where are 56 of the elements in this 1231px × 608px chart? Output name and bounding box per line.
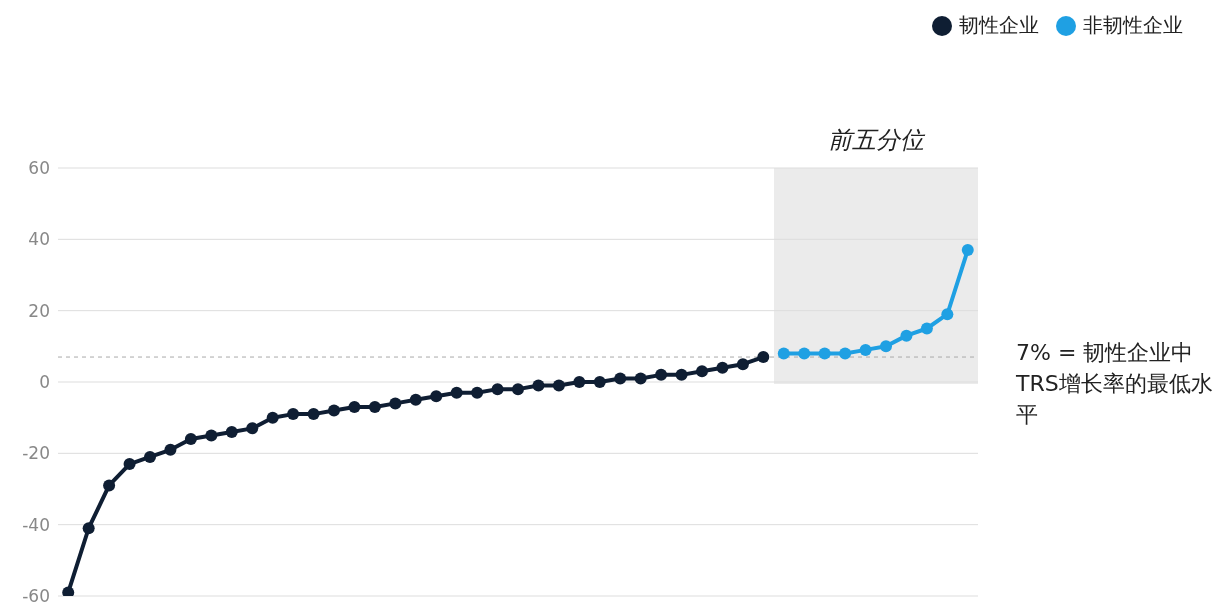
point [961, 244, 974, 257]
legend-label: 非韧性企业 [1083, 12, 1183, 39]
point [859, 343, 872, 356]
ref-line-label: 7% = 韧性企业中TRS增长率的最低水平 [1016, 338, 1214, 429]
legend-label: 韧性企业 [959, 12, 1039, 39]
point [880, 340, 892, 353]
point [614, 372, 627, 385]
point [512, 383, 524, 396]
point [103, 479, 116, 492]
point [62, 586, 75, 596]
point [82, 522, 95, 535]
point [164, 443, 177, 456]
point [573, 376, 586, 388]
point [389, 397, 402, 410]
point [818, 347, 831, 360]
point [552, 379, 565, 392]
y-tick-label: 0 [39, 372, 50, 393]
text: 前五分位 [826, 125, 926, 156]
point [348, 400, 361, 413]
point [736, 358, 749, 371]
point [225, 425, 238, 438]
point [328, 404, 340, 417]
point [900, 329, 913, 342]
y-tick-label: -60 [22, 586, 50, 607]
point [920, 322, 933, 335]
point [675, 368, 688, 381]
point [941, 308, 954, 321]
y-tick-label: -20 [22, 443, 50, 464]
point [307, 408, 320, 421]
point [287, 408, 300, 421]
point [144, 450, 156, 463]
point [655, 368, 668, 381]
point [532, 379, 545, 392]
point [471, 386, 484, 399]
y-tick-label: 40 [28, 229, 50, 250]
point [266, 411, 279, 424]
point [368, 400, 381, 413]
point [839, 347, 852, 360]
point [246, 422, 259, 435]
point [634, 372, 647, 385]
point [205, 429, 218, 442]
point [593, 376, 606, 388]
point [696, 365, 708, 378]
point [409, 393, 422, 406]
point [184, 433, 197, 446]
point [430, 390, 443, 403]
point [777, 347, 790, 360]
y-tick-label: 20 [28, 300, 50, 321]
y-tick-label: 60 [28, 158, 50, 179]
point [757, 351, 770, 364]
point [450, 386, 463, 399]
point [716, 361, 729, 374]
point [491, 383, 504, 396]
point [798, 347, 811, 360]
point [123, 458, 136, 471]
y-tick-label: -40 [22, 514, 50, 535]
